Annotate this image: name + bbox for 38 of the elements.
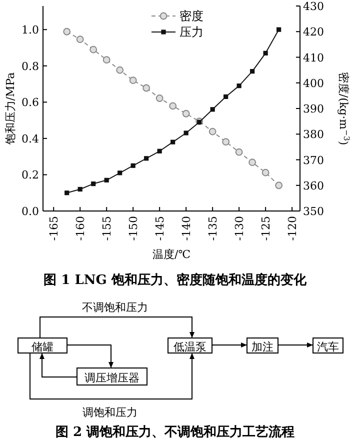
y-tick-label: 0.0 [22,204,39,218]
y2-tick-label: 400 [303,76,324,90]
y-axis-title: 饱和压力/MPa [4,72,16,146]
legend-label: 压力 [180,25,204,39]
y2-tick-label: 370 [303,153,324,166]
x-tick-label: -130 [232,216,246,241]
y2-tick-label: 420 [303,25,324,38]
text: 汽车 [317,340,339,353]
x-tick-label: -135 [206,216,220,241]
y2-tick-label: 410 [303,50,324,64]
x-tick-label: -150 [126,216,140,241]
x-tick-label: -155 [100,216,114,241]
text: 不调饱和压力 [82,300,148,314]
y2-tick-label: 390 [303,102,324,115]
y-tick-label: 1.0 [22,23,39,36]
legend-label: 密度 [180,9,204,23]
y-tick-label: 0.4 [22,132,39,145]
y2-tick-label: 430 [303,0,324,12]
text: 图 2 调饱和压力、不调饱和压力工艺流程 [55,424,295,440]
x-tick-label: -145 [153,216,166,241]
text: 调饱和压力 [82,406,138,418]
text: 图 1 LNG 饱和压力、密度随饱和温度的变化 [44,272,308,288]
text: 加注 [252,340,274,353]
text: 储罐 [32,340,54,353]
x-tick-label: -120 [286,216,299,241]
y2-tick-label: 360 [303,178,324,192]
y-tick-label: 0.6 [22,96,39,109]
text: 调压增压器 [84,371,140,384]
y-tick-label: 0.2 [22,168,39,182]
x-tick-label: -125 [259,216,272,241]
x-tick-label: -140 [180,216,193,241]
y-tick-label: 0.8 [22,59,39,72]
x-tick-label: -165 [47,216,60,241]
x-tick-label: -160 [74,216,87,241]
y2-tick-label: 380 [303,128,324,141]
x-axis-title: 温度/℃ [152,248,191,261]
y2-tick-label: 350 [303,204,324,218]
text: 低温泵 [174,340,206,353]
